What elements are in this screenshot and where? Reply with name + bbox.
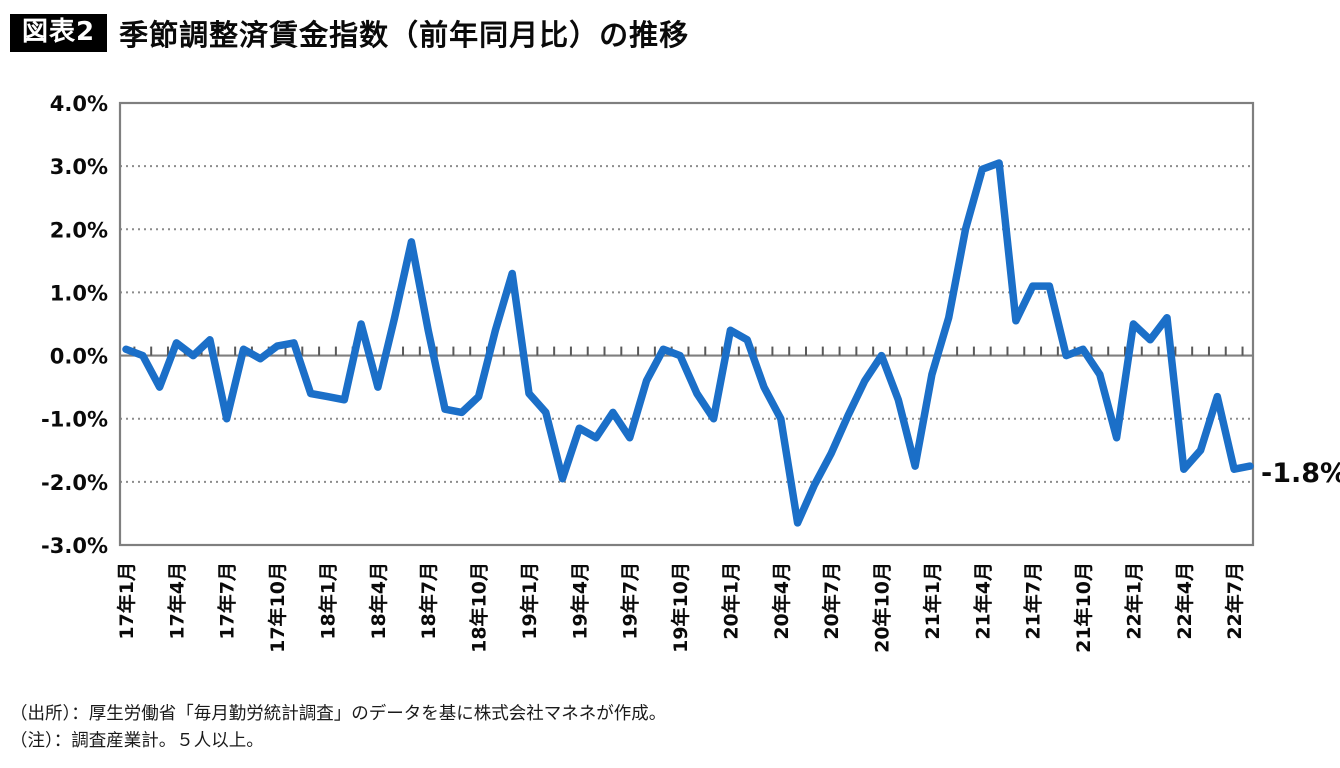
y-axis-label: 3.0% [50,155,108,179]
figure-header: 図表2 季節調整済賃金指数（前年同月比）の推移 [10,11,689,55]
y-axis-label: 0.0% [50,345,108,369]
wage-index-line [122,159,1254,527]
x-axis-label: 20年7月 [820,562,843,640]
x-axis-label: 18年10月 [468,562,491,653]
y-axis-label: 2.0% [50,218,108,242]
x-axis-label: 17年10月 [266,562,289,653]
x-axis-label: 20年10月 [871,562,894,653]
x-axis-label: 21年1月 [921,562,944,640]
x-axis-label: 19年7月 [619,562,642,640]
x-axis-label: 22年1月 [1122,562,1145,640]
x-axis-label: 22年7月 [1223,562,1246,640]
final-value-annotation: -1.8% [1261,458,1340,489]
x-axis-label: 17年4月 [165,562,188,640]
x-axis-label: 17年1月 [115,562,138,640]
x-axis-label: 22年4月 [1173,562,1196,640]
y-axis-label: -1.0% [41,408,108,432]
y-axis-label: 4.0% [50,92,108,116]
x-axis-label: 21年4月 [971,562,994,640]
source-note: （出所）：厚生労働省「毎月勤労統計調査」のデータを基に株式会社マネネが作成。 [10,704,667,724]
x-axis-label: 21年7月 [1022,562,1045,640]
y-axis-label: -3.0% [41,534,108,558]
x-axis-label: 19年4月 [568,562,591,640]
figure-number-badge: 図表2 [10,14,108,52]
x-axis-label: 21年10月 [1072,562,1095,653]
plot-border [118,101,1255,547]
y-axis-label: 1.0% [50,281,108,305]
survey-note: （注）：調査産業計。５人以上。 [10,731,264,751]
x-axis-label: 17年7月 [216,562,239,640]
x-axis-label: 20年4月 [770,562,793,640]
x-axis-label: 19年10月 [669,562,692,653]
page-title: 季節調整済賃金指数（前年同月比）の推移 [119,18,690,52]
x-axis-label: 18年4月 [367,562,390,640]
footnotes: （出所）：厚生労働省「毎月勤労統計調査」のデータを基に株式会社マネネが作成。 （… [10,701,666,755]
x-axis-label: 20年1月 [719,562,742,640]
x-axis-label: 18年7月 [417,562,440,640]
x-axis-label: 19年1月 [518,562,541,640]
y-axis-label: -2.0% [41,471,108,495]
x-axis-label: 18年1月 [316,562,339,640]
